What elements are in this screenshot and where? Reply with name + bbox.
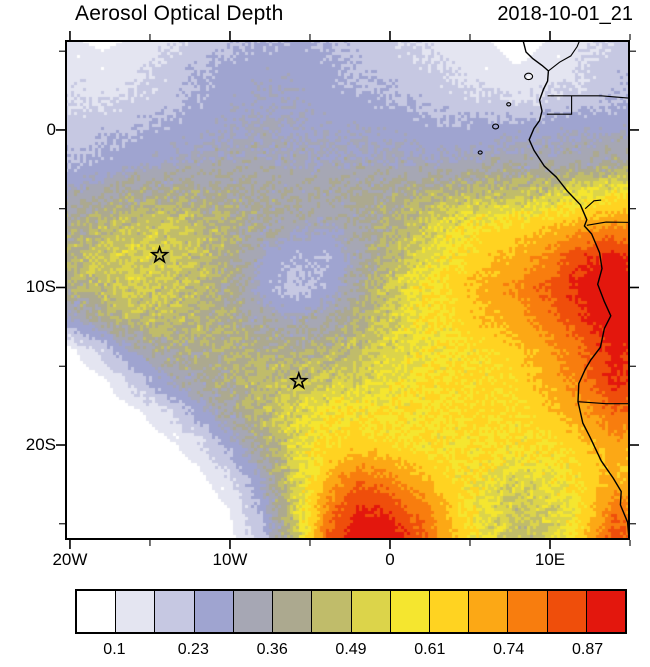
y-tick-label: 10S (25, 277, 56, 297)
country-border-path (546, 95, 573, 115)
colorbar-tick-label: 0.87 (571, 641, 604, 658)
colorbar (75, 589, 627, 634)
colorbar-tick-label: 0.74 (493, 641, 525, 658)
map-frame (65, 40, 630, 540)
x-tick-label: 20W (52, 550, 88, 569)
colorbar-tick-label: 0.1 (103, 641, 126, 658)
plot-timestamp: 2018-10-01_21 (497, 3, 633, 25)
colorbar-tick-label: 0.23 (177, 641, 209, 658)
colorbar-tick-label: 0.36 (256, 641, 288, 658)
plot-title: Aerosol Optical Depth (75, 2, 284, 25)
coastline-path (522, 40, 630, 540)
colorbar-cell-4 (233, 591, 274, 632)
x-tick-label: 0 (385, 550, 395, 569)
island-outline-bioko (524, 72, 534, 81)
colorbar-cell-13 (586, 591, 626, 632)
colorbar-cell-7 (351, 591, 391, 632)
colorbar-cell-2 (155, 591, 195, 632)
colorbar-cell-10 (469, 591, 509, 632)
colorbar-cell-1 (116, 591, 156, 632)
colorbar-cell-8 (390, 591, 430, 632)
aod-field-heatmap (65, 40, 630, 540)
country-border-path (586, 221, 630, 226)
colorbar-cell-5 (273, 591, 313, 632)
island-outline-sao-tome (492, 123, 500, 130)
country-border-path (547, 95, 630, 99)
star-marker-st-helena (288, 370, 309, 390)
y-tick-label: 0 (46, 119, 56, 139)
country-border-path (577, 401, 630, 405)
colorbar-cell-9 (429, 591, 470, 632)
colorbar-tick-label: 0.49 (335, 641, 367, 658)
island-outline-principe (506, 102, 512, 107)
colorbar-cell-3 (194, 591, 234, 632)
colorbar-cell-0 (77, 591, 117, 632)
colorbar-cell-6 (312, 591, 352, 632)
island-outline-annobon (477, 150, 483, 155)
colorbar-tick-label: 0.61 (414, 641, 446, 658)
country-border-path (548, 40, 581, 72)
x-tick-label: 10E (534, 550, 566, 569)
y-tick-label: 20S (25, 435, 56, 454)
x-tick-label: 10W (212, 550, 248, 569)
star-marker-ascension (149, 244, 170, 264)
country-border-path (584, 199, 602, 210)
colorbar-cell-11 (508, 591, 548, 632)
colorbar-cell-12 (547, 591, 587, 632)
